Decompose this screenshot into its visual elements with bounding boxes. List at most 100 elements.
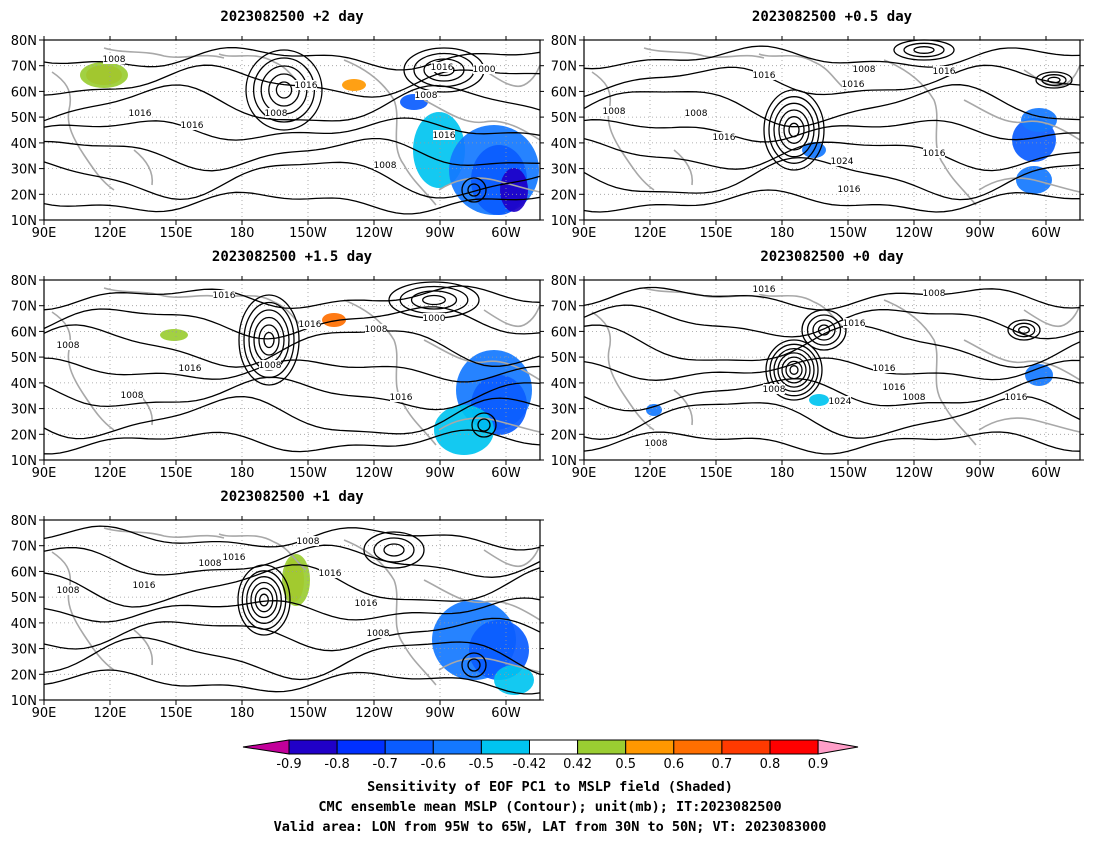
contour-label: 1008 [763, 385, 786, 395]
colorbar-label: 0.5 [615, 757, 636, 772]
lon-tick-label: 60W [1031, 466, 1061, 481]
isobar [583, 64, 1081, 98]
coastline [438, 177, 541, 193]
pressure-center-contour [477, 418, 491, 432]
contour-label: 1008 [374, 161, 397, 171]
contour-label-bg [129, 108, 151, 118]
colorbar-swatch [769, 739, 819, 755]
coastline [1023, 304, 1081, 328]
contour-label-bg [603, 106, 625, 116]
coastline [978, 417, 1081, 433]
lat-tick-label: 40N [551, 137, 577, 152]
lat-tick-label: 10N [11, 214, 37, 229]
lon-tick-label: 120W [895, 226, 933, 241]
colorbar-swatch [625, 739, 675, 755]
coastlines [591, 47, 1081, 206]
lat-tick-label: 70N [11, 300, 37, 315]
pressure-center-contour [238, 294, 300, 386]
isobar [583, 431, 1081, 455]
shading-area [809, 394, 829, 406]
lat-tick-label: 50N [551, 111, 577, 126]
lat-tick-label: 40N [11, 377, 37, 392]
contour-label: 1016 [1005, 393, 1028, 403]
pressure-center-contour [250, 581, 278, 619]
axes: 90E 120E 150E 180 150W 120W 90W 60W 80N 70N 60N 50N… [11, 274, 544, 481]
coastline [963, 339, 1081, 381]
pressure-center-contour [812, 319, 836, 341]
coastline [963, 99, 1081, 141]
isobar [43, 525, 541, 551]
lat-tick-label: 30N [551, 163, 577, 178]
contour-label: 1016 [295, 81, 318, 91]
coastline [883, 299, 977, 446]
pressure-center-contour [1035, 71, 1073, 89]
contour-label: 1016 [933, 67, 956, 77]
contour-label-bg [423, 313, 445, 323]
lon-tick-label: 120W [895, 466, 933, 481]
caption-line-1: Sensitivity of EOF PC1 to MSLP field (Sh… [367, 779, 733, 795]
pressure-center-contour [258, 324, 280, 356]
isobar [43, 46, 541, 71]
lon-tick-label: 150E [159, 466, 192, 481]
contour-label-bg [299, 319, 321, 329]
isobar [583, 304, 1081, 340]
contour-label: 1008 [57, 341, 80, 351]
pressure-center-contour [817, 324, 831, 336]
pressure-center-contour [275, 81, 293, 99]
contour-labels: 1008 1016 1016 1008 1016 1016 1000 1008 1016 1008 [103, 54, 496, 171]
map-frame: 1008 1016 1016 1008 1016 1000 1008 1016 1008 90E… [11, 274, 544, 481]
lon-tick-label: 120E [93, 466, 126, 481]
coastline [103, 287, 225, 299]
isobar [43, 285, 541, 311]
isobar [43, 564, 541, 608]
lon-tick-label: 150W [829, 466, 867, 481]
lat-tick-label: 10N [551, 454, 577, 469]
panel-title: 2023082500 +0 day [760, 249, 904, 265]
colorbar-label: 0.6 [663, 757, 684, 772]
coastline [133, 149, 154, 186]
contour-label-bg [57, 340, 79, 350]
pressure-center-contour [254, 587, 274, 613]
coastline [423, 579, 541, 621]
map-border [583, 39, 1081, 221]
isobar [583, 324, 1081, 369]
lat-tick-label: 20N [551, 188, 577, 203]
contour-label-bg [843, 318, 865, 328]
contour-label-bg [923, 288, 945, 298]
axes: 90E 120E 150E 180 150W 120W 90W 60W 80N 70N 60N 50N… [551, 34, 1084, 241]
pressure-center-contour [363, 531, 425, 569]
map-border [43, 519, 541, 701]
lon-tick-label: 120W [355, 466, 393, 481]
pressure-center-contour [785, 360, 803, 380]
contour-label-bg [433, 130, 455, 140]
lon-tick-label: 150E [159, 226, 192, 241]
shading-area [342, 79, 366, 91]
lat-tick-label: 60N [11, 325, 37, 340]
contour-label: 1000 [423, 314, 446, 324]
mslp-contours [583, 286, 1081, 455]
lat-tick-label: 40N [11, 617, 37, 632]
pressure-center-contour [243, 301, 295, 379]
contour-label-bg [415, 90, 437, 100]
contour-label: 1016 [883, 383, 906, 393]
isobar [43, 191, 541, 215]
shading-area [494, 665, 534, 695]
lat-tick-label: 60N [11, 565, 37, 580]
colorbar-label: 0.7 [712, 757, 733, 772]
axes: 90E 120E 150E 180 150W 120W 90W 60W 80N 70N 60N 50N… [11, 514, 544, 721]
coastline [51, 71, 115, 191]
pressure-center-contour [461, 177, 487, 203]
contour-label-bg [1005, 392, 1027, 402]
pressure-center-contour [788, 122, 800, 138]
coastline [133, 629, 154, 666]
contour-label: 1008 [903, 393, 926, 403]
lon-tick-label: 90W [965, 466, 995, 481]
panel-title: 2023082500 +0.5 day [752, 9, 913, 25]
panel-plus-1-day: 2023082500 +1 day 1008 101610161008101610… [11, 489, 544, 721]
contour-label: 1016 [299, 320, 322, 330]
isobar [583, 45, 1081, 70]
contour-label-bg [842, 79, 864, 89]
contour-label: 1016 [838, 185, 861, 195]
isobar [583, 286, 1081, 311]
